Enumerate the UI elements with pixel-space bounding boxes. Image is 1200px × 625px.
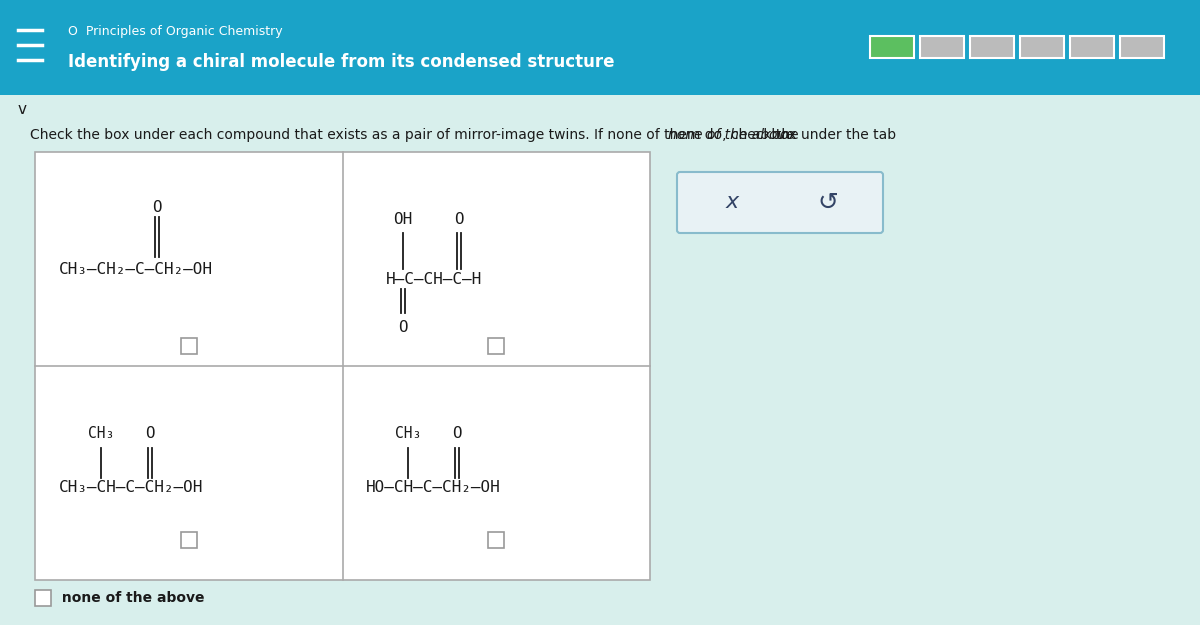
Text: CH₃: CH₃ xyxy=(395,426,421,441)
FancyBboxPatch shape xyxy=(0,0,1200,95)
FancyBboxPatch shape xyxy=(181,532,197,548)
Text: none of the above: none of the above xyxy=(58,591,204,605)
Text: O: O xyxy=(152,199,162,214)
Text: v: v xyxy=(18,102,26,118)
Text: H—C—CH—C—H: H—C—CH—C—H xyxy=(386,271,482,286)
Text: ↺: ↺ xyxy=(817,191,839,214)
Text: O: O xyxy=(455,211,464,226)
FancyBboxPatch shape xyxy=(870,36,914,58)
Text: HO—CH—C—CH₂—OH: HO—CH—C—CH₂—OH xyxy=(366,481,502,496)
Text: box under the tab: box under the tab xyxy=(767,128,896,142)
Text: none of the above: none of the above xyxy=(667,128,794,142)
Text: O: O xyxy=(398,319,408,334)
FancyBboxPatch shape xyxy=(1020,36,1064,58)
Text: CH₃—CH—C—CH₂—OH: CH₃—CH—C—CH₂—OH xyxy=(59,481,203,496)
Text: Check the box under each compound that exists as a pair of mirror-image twins. I: Check the box under each compound that e… xyxy=(30,128,803,142)
Text: O: O xyxy=(145,426,155,441)
FancyBboxPatch shape xyxy=(970,36,1014,58)
FancyBboxPatch shape xyxy=(35,152,650,580)
Text: OH: OH xyxy=(394,211,413,226)
Text: O  Principles of Organic Chemistry: O Principles of Organic Chemistry xyxy=(68,26,283,39)
Text: CH₃—CH₂—C—CH₂—OH: CH₃—CH₂—C—CH₂—OH xyxy=(59,261,212,276)
FancyBboxPatch shape xyxy=(677,172,883,233)
Text: Identifying a chiral molecule from its condensed structure: Identifying a chiral molecule from its c… xyxy=(68,53,614,71)
FancyBboxPatch shape xyxy=(488,532,504,548)
FancyBboxPatch shape xyxy=(35,590,50,606)
FancyBboxPatch shape xyxy=(1120,36,1164,58)
FancyBboxPatch shape xyxy=(181,338,197,354)
FancyBboxPatch shape xyxy=(488,338,504,354)
Text: CH₃: CH₃ xyxy=(88,426,114,441)
Text: x: x xyxy=(726,192,738,213)
FancyBboxPatch shape xyxy=(920,36,964,58)
FancyBboxPatch shape xyxy=(1070,36,1114,58)
Text: O: O xyxy=(452,426,462,441)
